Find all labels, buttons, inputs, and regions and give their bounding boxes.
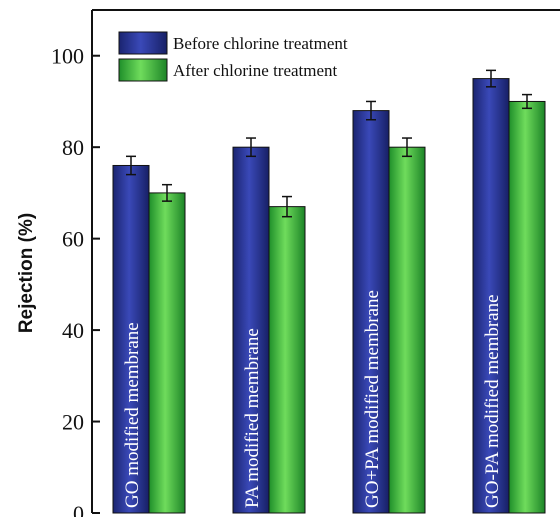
- legend-label: After chlorine treatment: [173, 61, 338, 80]
- category-label: PA modified membrane: [242, 328, 263, 508]
- category-label: GO+PA modified membrane: [362, 290, 383, 508]
- y-tick-label: 40: [62, 318, 84, 343]
- y-tick-label: 80: [62, 135, 84, 160]
- bar: [269, 207, 305, 513]
- y-tick-label: 100: [51, 44, 84, 69]
- legend-swatch: [119, 32, 167, 54]
- bar: [149, 193, 185, 513]
- bar: [509, 101, 545, 513]
- category-label: GO-PA modified membrane: [482, 294, 503, 508]
- legend-label: Before chlorine treatment: [173, 34, 348, 53]
- category-label: GO modified membrane: [122, 322, 143, 508]
- y-tick-label: 20: [62, 410, 84, 435]
- y-tick-label: 60: [62, 227, 84, 252]
- y-tick-label: 0: [73, 501, 84, 517]
- y-axis-label: Rejection (%): [16, 213, 37, 333]
- legend: Before chlorine treatment After chlorine …: [119, 32, 348, 81]
- bar: [389, 147, 425, 513]
- legend-swatch: [119, 59, 167, 81]
- bars: GO modified membrane PA modified membrane…: [113, 70, 545, 513]
